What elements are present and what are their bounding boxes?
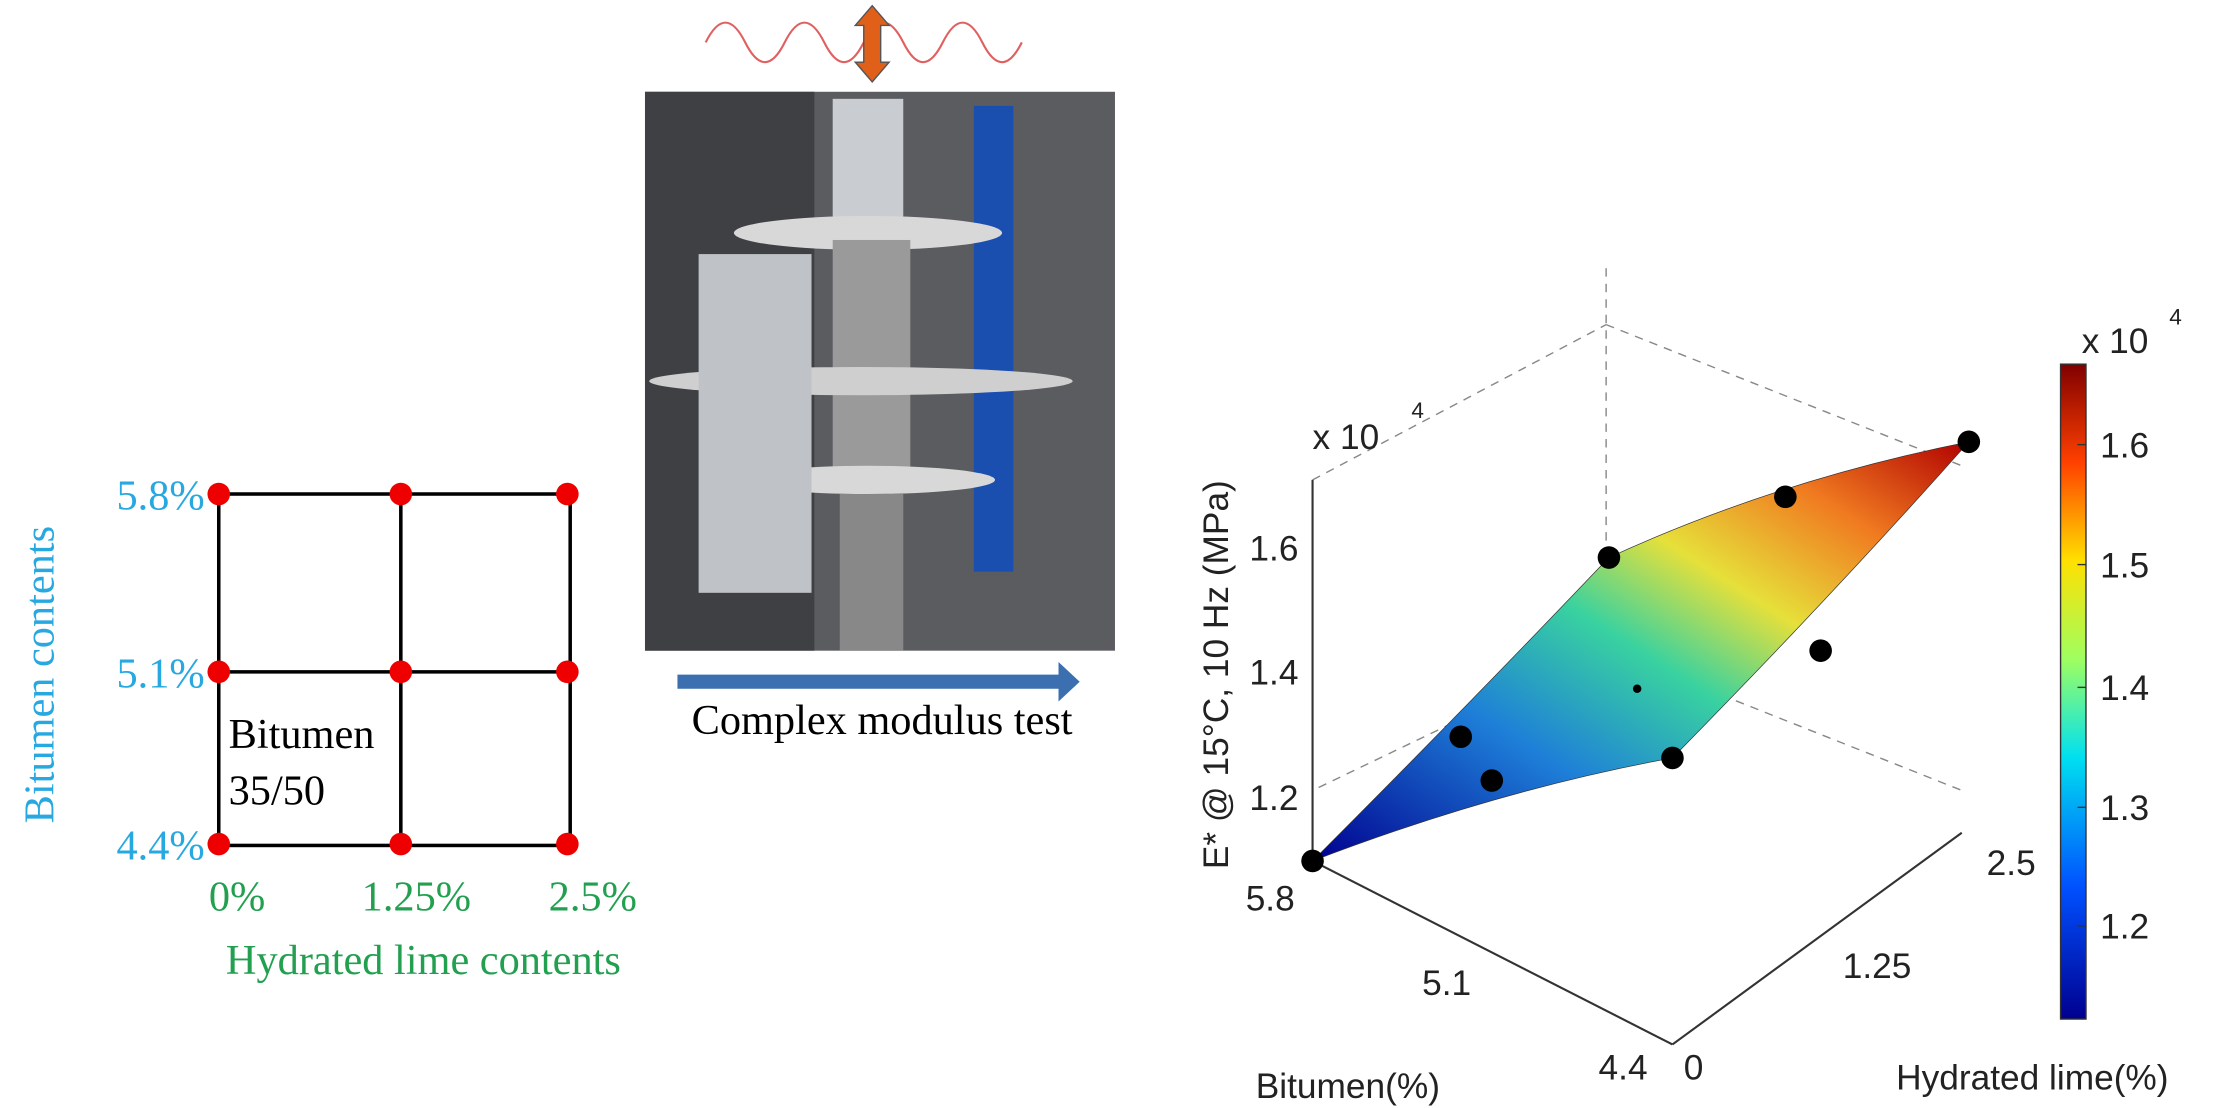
bitumen-label: Bitumen(%) [1256,1067,1440,1106]
lime-tick-label: 2.5 [1987,844,2036,883]
measured-points [1301,430,1981,873]
z-tick-label: 1.2 [1249,779,1298,818]
test-photo [644,91,1115,651]
y-label: 4.4% [116,823,204,870]
z-multiplier: x 10 [1313,418,1380,457]
point [1597,546,1621,569]
grid-point [389,660,413,684]
grid-point [556,482,579,506]
x-label: 2.5% [549,873,637,920]
colorbar-tick-label: 1.2 [2100,908,2149,947]
caption: Complex modulus test [692,697,1073,744]
colorbar [2059,363,2087,1020]
grid-point [556,660,579,684]
colorbar-multiplier-exp: 4 [2169,305,2182,330]
point [1449,725,1473,749]
surface [1312,441,1970,862]
axes [1311,479,1963,1046]
point [1301,849,1324,873]
point [1774,485,1797,509]
x-label: 0% [209,873,265,920]
z-tick-label: 1.4 [1249,654,1298,693]
grid-point [389,832,413,856]
cell-label: 35/50 [229,768,325,815]
grid-point [207,832,231,856]
bitumen-tick-label: 4.4 [1599,1049,1648,1088]
y-label: 5.8% [116,473,204,520]
grid-point [207,660,231,684]
colorbar-multiplier: x 10 [2082,322,2149,361]
lime-label: Hydrated lime(%) [1896,1059,2168,1098]
z-multiplier-exp: 4 [1411,398,1424,423]
colorbar-tick-label: 1.4 [2100,669,2149,708]
z-label: E* @ 15°C, 10 Hz (MPa) [1197,480,1236,869]
point [1809,639,1832,662]
point [1957,430,1981,454]
lime-tick-label: 0 [1684,1049,1704,1088]
grid-point [389,482,413,506]
arrow [677,661,1080,702]
y-title: Bitumen contents [17,526,64,823]
colorbar-tick-label: 1.5 [2100,546,2149,585]
point [1661,746,1684,770]
point [1480,769,1504,792]
grid-points [207,482,579,856]
x-label: 1.25% [362,873,471,920]
bitumen-tick-label: 5.8 [1246,879,1295,918]
point [1632,684,1642,694]
grid-point [556,832,579,856]
colorbar-tick-label: 1.6 [2100,426,2149,465]
y-label: 5.1% [116,650,204,697]
load-arrow [853,4,891,83]
z-tick-label: 1.6 [1249,529,1298,568]
grid-point [207,482,231,506]
x-title: Hydrated lime contents [226,937,621,984]
cell-label: Bitumen [229,711,375,758]
bitumen-tick-label: 5.1 [1422,964,1471,1003]
lime-tick-label: 1.25 [1843,947,1912,986]
colorbar-tick-label: 1.3 [2100,789,2149,828]
